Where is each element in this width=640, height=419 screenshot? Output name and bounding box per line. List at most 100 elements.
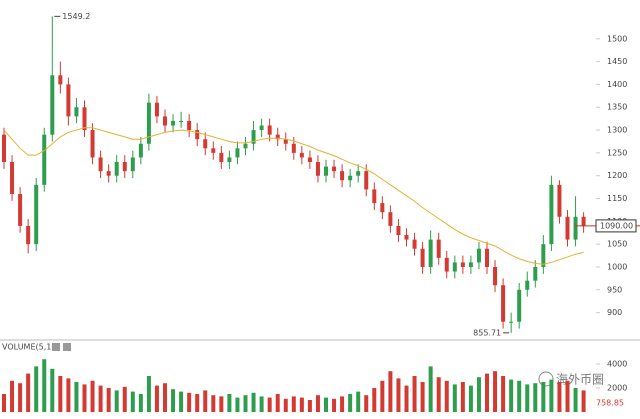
candle-body <box>179 120 184 122</box>
volume-bar <box>10 380 15 412</box>
volume-bar <box>460 382 465 412</box>
high-label: 1549.2 <box>62 12 90 21</box>
volume-bar <box>267 397 272 412</box>
volume-bar <box>533 383 538 412</box>
volume-bar <box>581 390 586 412</box>
volume-bar <box>203 390 208 412</box>
y2-tick-label: 4000 <box>607 360 627 369</box>
volume-bar <box>436 377 441 412</box>
candle-body <box>380 203 385 213</box>
candle-body <box>82 107 87 131</box>
candle-body <box>299 152 304 158</box>
candle-body <box>211 148 216 153</box>
candle-body <box>235 148 240 158</box>
volume-bar <box>130 391 135 412</box>
y-tick-label: 1250 <box>607 148 627 157</box>
volume-bar <box>138 394 143 412</box>
candle-body <box>509 321 514 323</box>
y-tick-label: 950 <box>607 285 622 294</box>
candle-body <box>388 212 393 226</box>
volume-bar <box>154 385 159 412</box>
volume-bar <box>163 383 167 412</box>
candle-body <box>42 134 47 185</box>
volume-bar <box>18 383 23 412</box>
candle-body <box>163 116 167 126</box>
candle-body <box>219 152 224 163</box>
candle-body <box>267 125 272 135</box>
candle-body <box>573 216 578 240</box>
volume-bar <box>299 397 304 412</box>
volume-bar <box>307 400 312 412</box>
volume-bar <box>468 385 473 412</box>
low-label: 855.71 <box>473 328 501 337</box>
volume-bar <box>372 388 377 412</box>
candle-body <box>106 171 111 176</box>
candle-body <box>541 244 546 267</box>
last-price-label: 1090.00 <box>600 221 633 230</box>
y2-tick-label: 2000 <box>607 384 627 393</box>
candle-body <box>307 157 312 163</box>
volume-bar <box>58 376 63 412</box>
y-tick-label: 1350 <box>607 103 627 112</box>
volume-bar <box>476 377 481 412</box>
y-tick-label: 1400 <box>607 80 627 89</box>
candle-body <box>259 125 264 131</box>
volume-bar <box>364 395 369 412</box>
candle-body <box>275 134 280 140</box>
y-tick-label: 1450 <box>607 57 627 66</box>
candle-body <box>460 262 465 267</box>
candle-body <box>549 184 554 245</box>
candle-body <box>364 171 369 190</box>
candle-body <box>315 162 320 176</box>
settings-icon <box>52 343 60 351</box>
y-tick-label: 1500 <box>607 34 627 43</box>
volume-bar <box>557 382 562 412</box>
volume-bar <box>412 376 417 412</box>
volume-bar <box>122 386 127 412</box>
volume-bar <box>380 380 385 412</box>
candle-body <box>130 157 135 172</box>
volume-bar <box>114 390 119 412</box>
volume-bar <box>171 389 176 412</box>
candle-body <box>340 171 345 181</box>
volume-bar <box>428 366 433 412</box>
volume-bar <box>98 385 103 412</box>
candle-body <box>291 143 296 153</box>
volume-tag: 758.85 <box>596 399 624 408</box>
candle-body <box>428 239 433 267</box>
y-tick-label: 1300 <box>607 126 627 135</box>
candle-body <box>98 157 103 172</box>
volume-bar <box>565 380 570 412</box>
candle-body <box>581 216 586 226</box>
candle-body <box>26 225 31 245</box>
candle-body <box>74 107 79 117</box>
close-icon <box>63 343 71 351</box>
volume-bar <box>187 392 192 412</box>
candle-body <box>452 262 457 272</box>
candle-body <box>146 102 151 144</box>
candle-body <box>34 184 39 245</box>
volume-bar <box>493 371 498 412</box>
volume-bar <box>420 382 425 412</box>
candle-body <box>404 235 409 240</box>
candle-body <box>412 239 417 249</box>
candle-body <box>332 166 337 172</box>
volume-bar <box>509 379 514 412</box>
y-tick-label: 1200 <box>607 171 627 180</box>
candle-body <box>444 257 449 272</box>
volume-bar <box>348 394 353 412</box>
volume-bar <box>34 366 39 412</box>
candle-body <box>533 266 538 281</box>
watermark: 海外币圈 <box>556 372 604 387</box>
candle-body <box>2 134 6 163</box>
volume-bar <box>219 396 224 412</box>
candle-body <box>468 262 473 267</box>
candle-body <box>517 289 522 322</box>
volume-bar <box>541 382 546 412</box>
candle-body <box>171 120 176 126</box>
candle-body <box>187 120 192 131</box>
volume-bar <box>332 398 337 412</box>
volume-bar <box>66 378 71 412</box>
volume-bar <box>452 384 457 412</box>
y-tick-label: 900 <box>607 308 622 317</box>
